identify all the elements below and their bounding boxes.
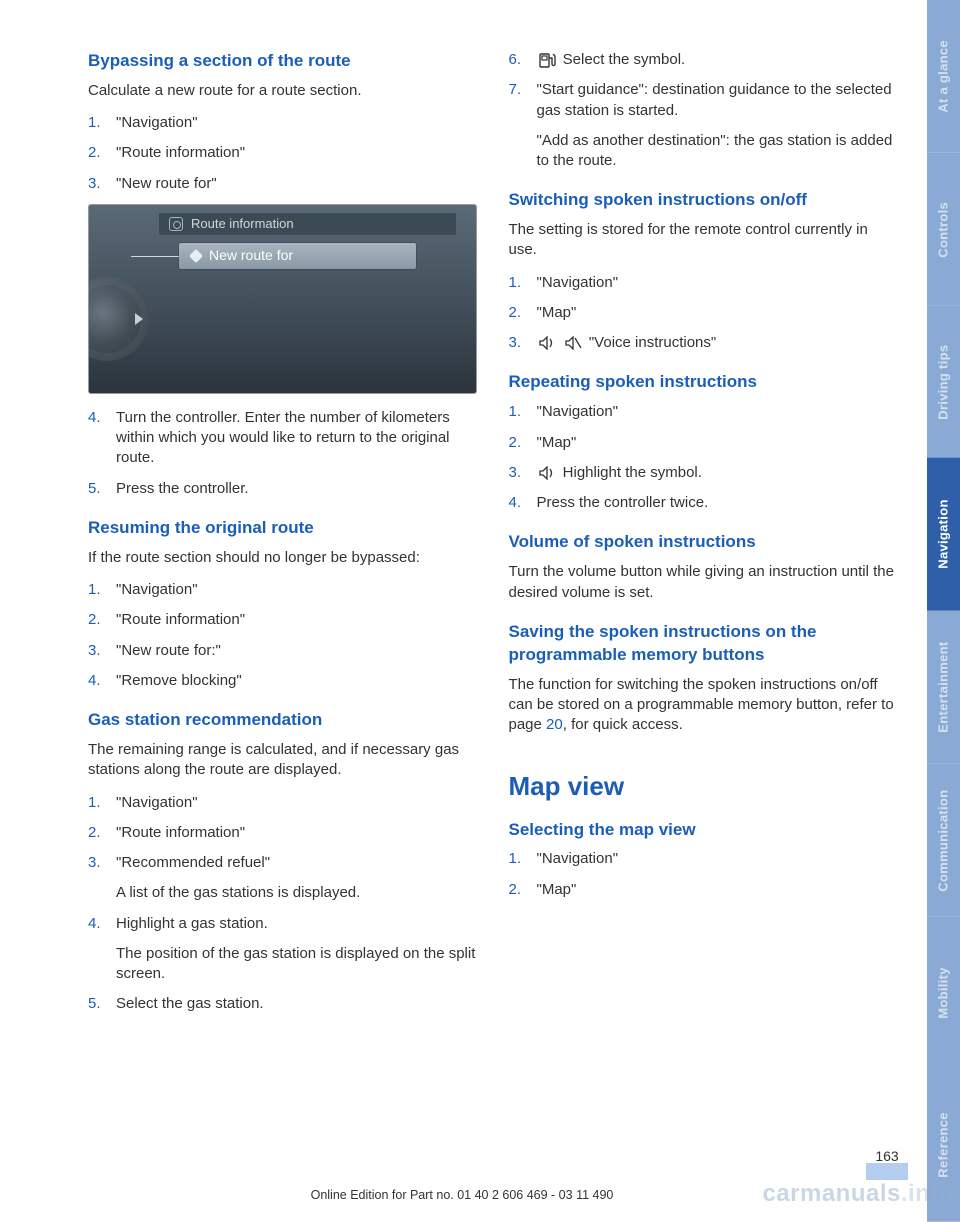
text-b: , for quick ac­cess. [563,716,683,733]
menu-marker-icon [189,249,203,263]
list-item: Highlight the symbol. [509,463,898,483]
heading-gas: Gas station recommendation [88,709,477,732]
tab-at-a-glance[interactable]: At a glance [927,0,960,153]
tab-entertainment[interactable]: Entertainment [927,611,960,764]
list-item: "Navigation" [88,580,477,600]
list-item: "New route for" [88,174,477,194]
screenshot-breadcrumb: Route information [159,213,456,235]
para: The remaining range is calculated, and i… [88,740,477,781]
tab-communication[interactable]: Communication [927,764,960,917]
heading-repeat: Repeating spoken instructions [509,371,898,394]
bypass-steps: "Navigation" "Route information" "New ro… [88,113,477,194]
idrive-screenshot: Route information New route for [88,204,477,394]
list-item: "Map" [509,880,898,900]
speaker-on-icon [539,336,557,350]
list-item: Select the gas station. [88,994,477,1014]
step-note: "Add as another destination": the gas st… [537,131,898,172]
gas-steps-cont: Select the symbol. "Start guidance": des… [509,50,898,171]
wm-part2: .info [901,1180,954,1207]
bypass-steps-cont: Turn the controller. Enter the number of… [88,408,477,499]
para: Calculate a new route for a route sectio… [88,81,477,101]
callout-line [131,256,179,258]
tab-driving-tips[interactable]: Driving tips [927,306,960,459]
tab-navigation[interactable]: Navigation [927,458,960,611]
left-column: Bypassing a section of the route Calcula… [88,50,477,1192]
wm-part1: carmanuals [762,1180,900,1207]
list-item: Press the controller. [88,479,477,499]
list-item: "Navigation" [88,793,477,813]
list-item: Highlight a gas station. The position of… [88,914,477,985]
step-text: "Recommended refuel" [116,854,270,871]
page-link[interactable]: 20 [546,716,563,733]
page-number: 163 [866,1145,908,1180]
speaker-icon [539,466,557,480]
section-tabs: At a glanceControlsDriving tipsNavigatio… [927,0,960,1222]
speaker-off-icon [565,336,583,350]
list-item: "Route information" [88,610,477,630]
right-column: Select the symbol. "Start guidance": des… [509,50,898,1192]
list-item: "Navigation" [509,273,898,293]
para: The function for switching the spoken in… [509,675,898,736]
heading-resume: Resuming the original route [88,517,477,540]
para: The setting is stored for the remote con… [509,220,898,261]
step-text: Select the symbol. [563,51,686,68]
list-item: "Route information" [88,143,477,163]
tab-controls[interactable]: Controls [927,153,960,306]
list-item: "New route for:" [88,641,477,661]
step-text: Highlight a gas station. [116,915,268,932]
list-item: "Route information" [88,823,477,843]
list-item: "Map" [509,303,898,323]
knob-inner [88,297,129,341]
heading-voice-toggle: Switching spoken instructions on/off [509,189,898,212]
gas-pump-icon [539,52,557,68]
list-item: "Map" [509,433,898,453]
list-item: Press the controller twice. [509,493,898,513]
heading-volume: Volume of spoken instructions [509,531,898,554]
list-item: "Remove blocking" [88,671,477,691]
list-item: Turn the controller. Enter the number of… [88,408,477,469]
repeat-steps: "Navigation" "Map" Highlight the symbol.… [509,402,898,513]
step-note: The position of the gas station is displ… [116,944,477,985]
step-note: A list of the gas stations is displayed. [116,883,477,903]
gas-steps: "Navigation" "Route information" "Recomm… [88,793,477,1015]
heading-map-view: Map view [509,769,898,804]
menu-label: New route for [209,246,293,265]
mapview-steps: "Navigation" "Map" [509,849,898,900]
list-item: "Start guidance": destination guidance t… [509,80,898,171]
list-item: "Navigation" [509,402,898,422]
list-item: "Navigation" [88,113,477,133]
controller-knob [88,277,149,361]
list-item: "Navigation" [509,849,898,869]
step-text: "Voice instructions" [589,334,716,351]
voice-steps: "Navigation" "Map" "Voice instructions" [509,273,898,354]
heading-select-map: Selecting the map view [509,819,898,842]
list-item: Select the symbol. [509,50,898,70]
resume-steps: "Navigation" "Route information" "New ro… [88,580,477,691]
heading-save: Saving the spoken instructions on the pr… [509,621,898,667]
step-text: "Start guidance": destination guidance t… [537,81,892,118]
para: If the route section should no longer be… [88,548,477,568]
tab-mobility[interactable]: Mobility [927,917,960,1070]
route-info-icon [169,217,183,231]
heading-bypass: Bypassing a section of the route [88,50,477,73]
para: Turn the volume button while giving an i… [509,562,898,603]
step-text: Highlight the symbol. [563,464,702,481]
list-item: "Voice instructions" [509,333,898,353]
list-item: "Recommended refuel" A list of the gas s… [88,853,477,904]
watermark: carmanuals.info [762,1178,954,1210]
arrow-right-icon [135,313,143,325]
crumb-label: Route information [191,215,294,233]
screenshot-menu-item: New route for [179,243,416,269]
